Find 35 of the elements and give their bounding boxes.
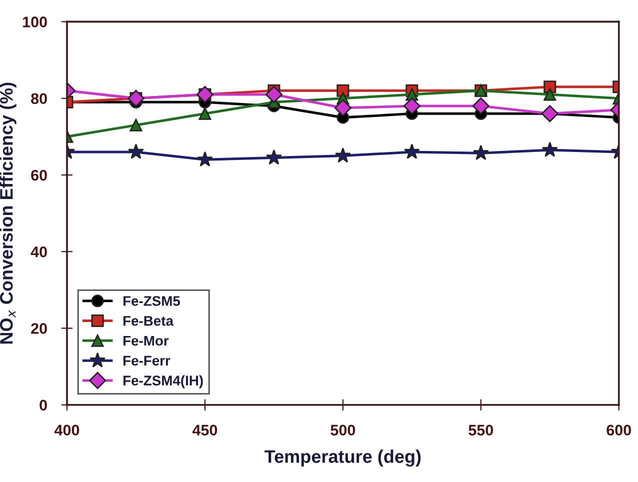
legend-label: Fe-Mor	[123, 336, 169, 346]
x-tick-label: 600	[606, 424, 631, 436]
point	[265, 86, 282, 104]
y-tick-label: 20	[31, 323, 47, 334]
y-tick-label: 60	[31, 170, 47, 181]
y-tick-label: 40	[30, 246, 47, 258]
x-axis-title: Temperature (deg)	[264, 450, 421, 467]
x-tick-label: 550	[468, 424, 494, 436]
point	[196, 86, 214, 104]
x-tick-label: 500	[330, 424, 356, 436]
point	[130, 118, 142, 132]
point	[544, 88, 556, 101]
point	[196, 151, 213, 167]
point	[128, 144, 144, 159]
point	[334, 99, 352, 116]
point	[334, 147, 351, 163]
y-axis-title: NO$_{x}$ Conversion Efficiency (%)	[0, 82, 16, 344]
point	[266, 149, 282, 165]
y-tick-label: 0	[40, 400, 47, 411]
x-tick-label: 450	[192, 424, 218, 436]
y-tick-label: 100	[23, 16, 47, 28]
x-tick-label: 400	[54, 424, 80, 436]
y-tick-label: 80	[31, 93, 47, 104]
point	[127, 90, 145, 107]
point	[472, 144, 489, 160]
legend-label: Fe-ZSM5	[123, 296, 180, 306]
point	[404, 144, 420, 159]
point	[198, 107, 212, 120]
point	[541, 105, 558, 122]
legend-label: Fe-ZSM4(IH)	[123, 375, 203, 388]
legend-label: Fe-Beta	[123, 316, 174, 326]
point	[542, 142, 558, 157]
point	[472, 97, 490, 115]
point	[403, 97, 420, 115]
legend-label: Fe-Ferr	[123, 356, 170, 366]
